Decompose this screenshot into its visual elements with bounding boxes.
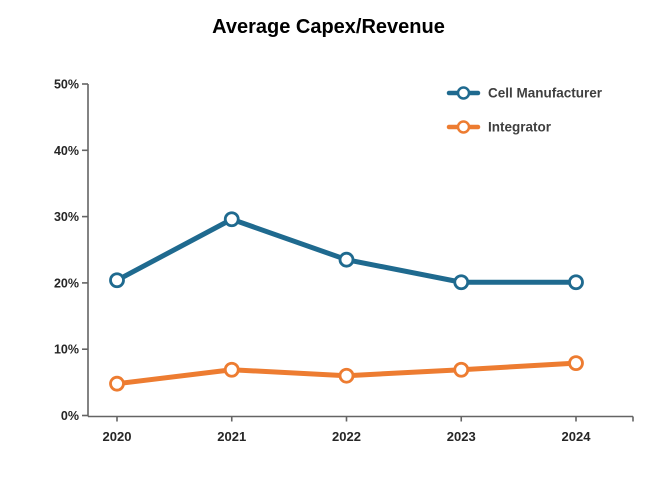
x-tick-label: 2020	[103, 429, 132, 444]
y-tick-label: 10%	[54, 343, 79, 357]
x-tick-label: 2024	[562, 429, 592, 444]
legend-marker	[456, 86, 471, 100]
legend-marker	[456, 120, 471, 134]
legend-label: Cell Manufacturer	[488, 86, 603, 101]
y-tick-label: 0%	[61, 409, 79, 423]
y-tick-label: 40%	[54, 144, 79, 158]
y-tick-label: 20%	[54, 276, 79, 290]
data-point-cell-manufacturer	[109, 272, 125, 289]
data-point-integrator	[109, 375, 125, 392]
data-point-cell-manufacturer	[338, 251, 355, 268]
x-tick-label: 2022	[332, 429, 361, 444]
data-point-cell-manufacturer	[453, 274, 470, 291]
x-tick-label: 2023	[447, 429, 476, 444]
chart-title: Average Capex/Revenue	[212, 16, 445, 38]
legend-label: Integrator	[488, 120, 552, 135]
x-tick-label: 2021	[217, 429, 246, 444]
data-point-integrator	[453, 361, 470, 378]
y-tick-label: 30%	[54, 210, 79, 224]
data-point-integrator	[223, 361, 240, 378]
data-point-cell-manufacturer	[223, 211, 240, 228]
series-line-cell-manufacturer	[114, 216, 579, 285]
data-point-integrator	[568, 355, 584, 372]
data-point-integrator	[338, 367, 355, 384]
y-tick-label: 50%	[54, 78, 79, 92]
data-point-cell-manufacturer	[568, 274, 584, 291]
